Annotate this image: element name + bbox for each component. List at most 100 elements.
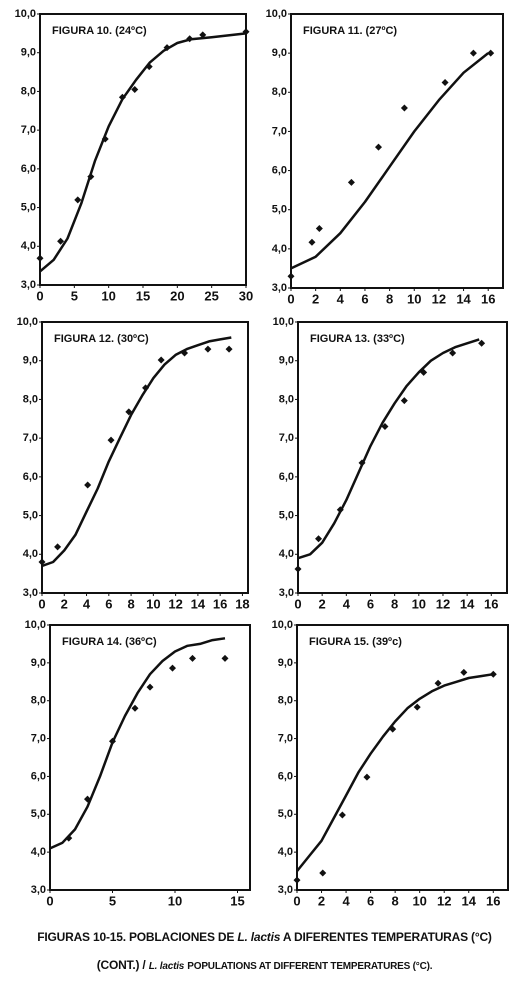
caption-text: POPULATIONS AT DIFFERENT TEMPERATURES (°… [187,961,433,972]
data-point [57,237,65,245]
caption-text: FIGURAS 10-15. POBLACIONES DE [37,930,235,944]
x-tick-label: 30 [239,288,253,303]
caption-text: A DIFERENTES TEMPERATURAS (°C) [282,930,492,944]
fit-line [290,52,489,270]
x-tick-label: 6 [105,596,112,611]
data-point [460,668,468,676]
y-tick-label: 3,0 [23,587,38,599]
x-tick-label: 16 [484,596,498,611]
x-tick-label: 0 [287,291,294,306]
y-tick-label: 8,0 [23,393,38,405]
x-tick-label: 14 [191,596,206,611]
x-tick-label: 14 [460,596,475,611]
y-tick-label: 5,0 [279,509,294,521]
x-tick-label: 15 [230,893,244,908]
caption-line: (CONT.) / L. lactis POPULATIONS AT DIFFE… [0,958,529,972]
x-tick-label: 10 [146,596,160,611]
x-tick-label: 4 [83,596,91,611]
y-tick-label: 7,0 [278,732,293,744]
x-tick-label: 10 [101,288,115,303]
plot-frame [296,624,509,891]
chart-title: FIGURA 12. (30ºC) [54,333,149,345]
y-tick-label: 5,0 [31,808,46,820]
fit-line [41,336,232,568]
data-point [375,143,383,151]
data-point [400,104,408,112]
y-tick-label: 8,0 [279,393,294,405]
x-tick-label: 2 [318,893,325,908]
y-tick-label: 7,0 [23,432,38,444]
y-tick-label: 3,0 [278,884,293,896]
x-tick-label: 8 [391,596,398,611]
x-tick-label: 6 [367,596,374,611]
caption-species: L. lactis [237,930,281,944]
caption-line: FIGURAS 10-15. POBLACIONES DE L. lactis … [0,930,529,944]
data-point [36,254,44,262]
y-tick-label: 6,0 [21,163,36,175]
y-tick-label: 4,0 [272,243,287,255]
x-tick-label: 2 [61,596,68,611]
y-tick-label: 10,0 [266,8,287,20]
fit-line [297,338,480,560]
data-point [363,773,371,781]
data-point [294,565,302,573]
fit-line [49,637,226,850]
data-point [338,811,346,819]
x-tick-label: 4 [337,291,345,306]
x-tick-label: 5 [71,288,78,303]
data-point [74,196,82,204]
data-point [347,178,355,186]
x-tick-label: 10 [412,893,426,908]
data-point [449,349,457,357]
data-point [38,558,46,566]
y-tick-label: 5,0 [272,204,287,216]
data-point [441,79,449,86]
data-point [225,345,233,353]
y-tick-label: 8,0 [21,85,36,97]
y-tick-label: 5,0 [278,808,293,820]
data-point [204,345,212,353]
data-point [157,356,165,364]
plot-frame [41,321,249,594]
data-point [189,654,196,662]
data-point [315,535,323,543]
x-tick-label: 8 [127,596,134,611]
y-tick-label: 5,0 [23,509,38,521]
y-tick-label: 4,0 [279,548,294,560]
y-tick-label: 4,0 [23,548,38,560]
y-tick-label: 6,0 [278,770,293,782]
chart-title: FIGURA 11. (27ºC) [303,25,397,37]
x-tick-label: 8 [392,893,399,908]
x-tick-label: 0 [36,288,43,303]
data-point [54,543,62,551]
x-tick-label: 2 [312,291,319,306]
y-tick-label: 8,0 [31,695,46,707]
x-tick-label: 4 [342,893,350,908]
x-tick-label: 6 [361,291,368,306]
x-tick-label: 14 [456,291,471,306]
y-tick-label: 10,0 [15,8,36,20]
data-point [478,339,486,347]
y-tick-label: 5,0 [21,201,36,213]
y-tick-label: 8,0 [272,86,287,98]
x-tick-label: 2 [319,596,326,611]
y-tick-label: 10,0 [17,316,38,328]
y-tick-label: 3,0 [21,279,36,291]
data-point [84,481,92,489]
y-tick-label: 10,0 [272,619,293,631]
data-point [287,272,295,280]
y-tick-label: 10,0 [25,619,46,631]
x-tick-label: 0 [46,893,53,908]
chart-title: FIGURA 15. (39ºc) [309,636,402,648]
x-tick-label: 4 [343,596,351,611]
y-tick-label: 4,0 [278,846,293,858]
y-tick-label: 3,0 [272,282,287,294]
y-tick-label: 7,0 [272,125,287,137]
x-tick-label: 16 [213,596,227,611]
y-tick-label: 7,0 [31,732,46,744]
x-tick-label: 12 [436,596,450,611]
data-point [413,703,421,711]
x-tick-label: 12 [168,596,182,611]
data-point [146,683,154,691]
